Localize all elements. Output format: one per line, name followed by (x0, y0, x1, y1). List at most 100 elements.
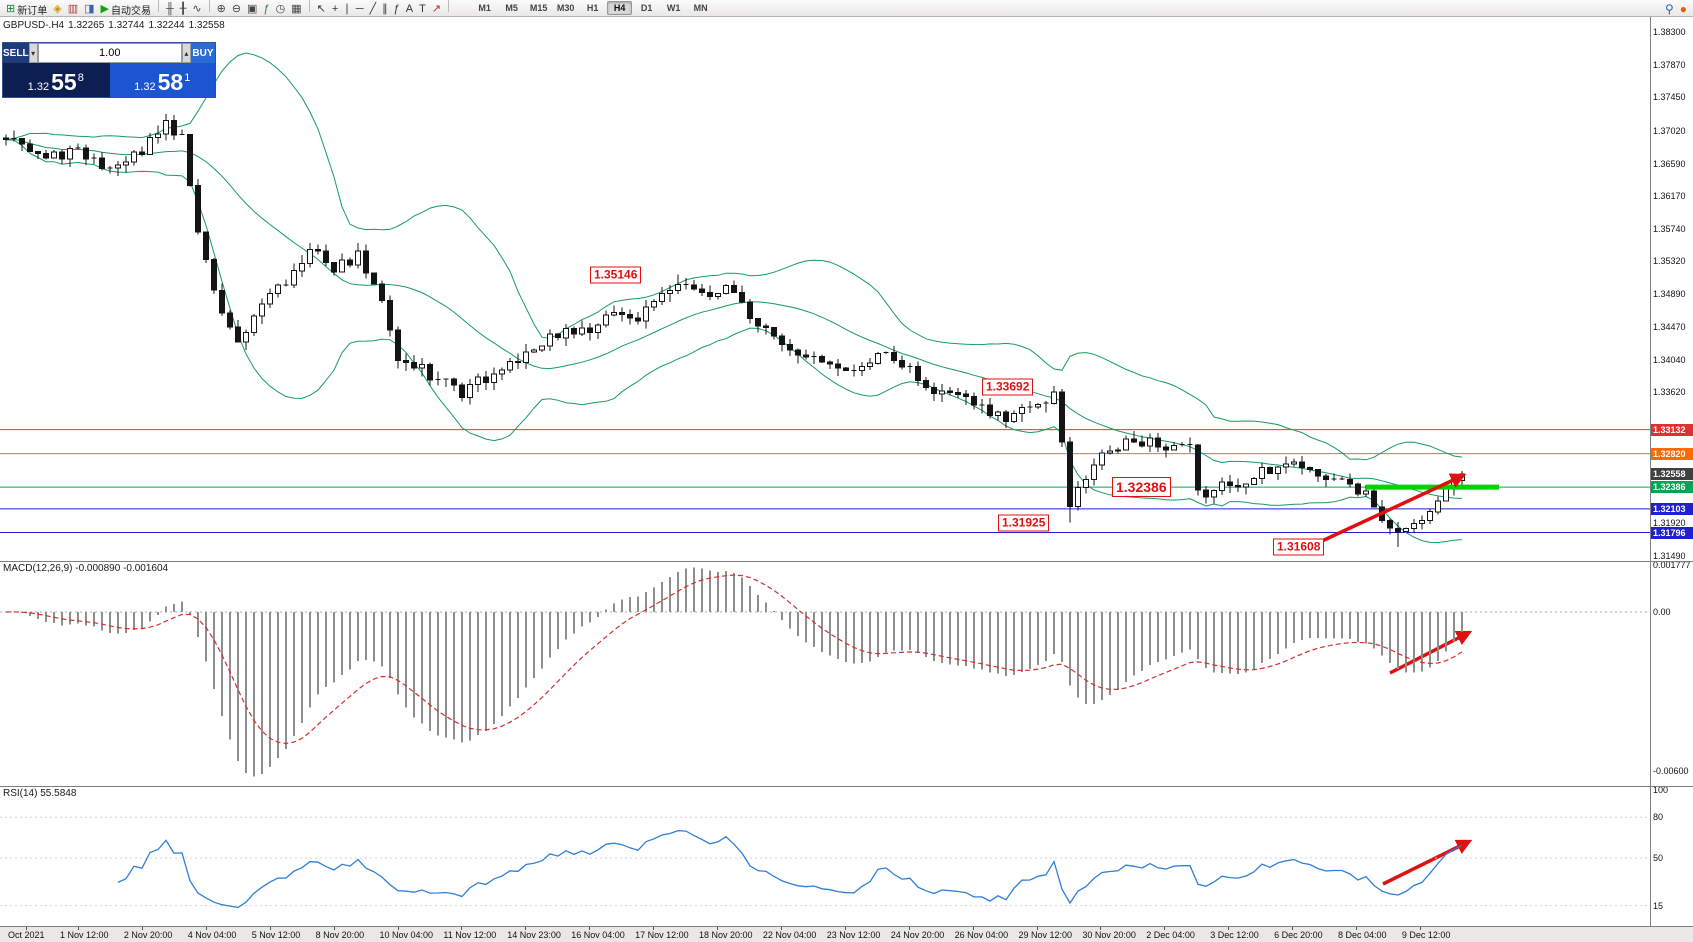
templates-icon[interactable]: ▦ (288, 2, 304, 17)
timeframe-D1[interactable]: D1 (640, 3, 653, 13)
arrow-tools-icon[interactable]: ↗ (429, 2, 444, 17)
time-tick (1356, 927, 1357, 930)
autotrading-button[interactable]: ▶ 自动交易 (98, 2, 154, 17)
price-tick-label: 1.37020 (1653, 125, 1686, 136)
tile-windows-icon-glyph: ▣ (247, 2, 258, 15)
sell-price-button[interactable]: 1.32 55 8 (3, 63, 109, 97)
medal-icon-glyph: ◈ (53, 2, 62, 15)
timeframe-M30[interactable]: M30 (556, 3, 575, 13)
line-chart-icon[interactable]: ∿ (189, 2, 204, 17)
timeframe-M15[interactable]: M15 (529, 3, 548, 13)
trendline-icon[interactable]: ╱ (367, 2, 380, 17)
trend-arrow[interactable] (1389, 630, 1473, 675)
macd-label: MACD(12,26,9) -0.000890 -0.001604 (3, 563, 169, 574)
candlestick-chart-icon-glyph: ╂ (179, 2, 187, 15)
candles (3, 114, 1465, 547)
timeframe-M1[interactable]: M1 (478, 3, 491, 13)
time-tick-label: 8 Nov 20:00 (315, 930, 365, 940)
market-watch-icon[interactable]: ▥ (65, 2, 81, 17)
panel-separator (1651, 786, 1693, 787)
signals-icon-glyph: ◨ (84, 2, 95, 15)
bar-chart-icon-glyph: ╫ (165, 2, 174, 15)
zoom-out-icon[interactable]: ⊖ (229, 2, 244, 17)
label-icon[interactable]: T (416, 2, 429, 17)
timeframe-W1[interactable]: W1 (666, 3, 681, 13)
time-tick-label: 23 Nov 12:00 (826, 930, 881, 940)
signals-icon[interactable]: ◨ (81, 2, 97, 17)
macd-indicator-panel[interactable] (0, 561, 1650, 786)
search-icon[interactable]: ⚲ (1664, 1, 1674, 16)
medal-icon[interactable]: ◈ (50, 2, 64, 17)
price-tick-label: 1.31490 (1653, 551, 1686, 561)
time-tick (525, 927, 527, 930)
buy-price-button[interactable]: 1.32 58 1 (109, 63, 215, 97)
toolbar-separator (308, 0, 310, 12)
timeframe-H4[interactable]: H4 (607, 1, 633, 15)
price-tag: 1.32820 (1651, 447, 1693, 460)
vertical-line-icon[interactable]: ∣ (341, 2, 353, 17)
community-icon[interactable]: ● (1679, 1, 1687, 16)
bollinger-band (5, 139, 1463, 544)
bar-chart-icon[interactable]: ╫ (163, 2, 177, 17)
rsi-indicator-panel[interactable] (0, 786, 1650, 926)
fibonacci-icon[interactable]: ƒ (391, 2, 403, 17)
price-tick-label: 1.35740 (1653, 224, 1686, 234)
cursor-icon[interactable]: ↖ (314, 2, 329, 17)
price-tick-label: 1.31920 (1653, 517, 1686, 528)
symbol-ohlc-info: GBPUSD-.H4 1.32265 1.32744 1.32244 1.32558 (3, 20, 229, 31)
tile-windows-icon[interactable]: ▣ (244, 2, 260, 17)
time-tick-label: 22 Nov 04:00 (762, 930, 817, 940)
zoom-in-icon[interactable]: ⊕ (214, 2, 229, 17)
rsi-tick-label: 50 (1653, 853, 1664, 863)
time-tick (972, 927, 974, 930)
main-price-chart[interactable] (0, 17, 1650, 561)
clock-icon[interactable]: ◷ (273, 2, 289, 17)
text-icon[interactable]: A (403, 2, 416, 17)
new-order-button[interactable]: ⊞ 新订单 (3, 2, 50, 17)
buy-button[interactable]: BUY (190, 43, 215, 63)
timeframe-M5[interactable]: M5 (505, 3, 518, 13)
time-tick (1419, 927, 1421, 930)
time-tick (26, 927, 27, 930)
channel-icon[interactable]: ∥ (379, 2, 391, 17)
sell-price-big: 55 (51, 69, 77, 95)
price-scale[interactable]: 1.38300 1.37870 1.37450 1.37020 1.36590 1.361… (1650, 17, 1693, 926)
candlestick-chart-icon[interactable]: ╂ (177, 2, 190, 17)
indicators-icon-glyph: ƒ (263, 2, 270, 15)
volume-decrease-button[interactable]: ▾ (28, 43, 38, 63)
timeframe-MN[interactable]: MN (693, 3, 708, 13)
time-tick (78, 927, 79, 930)
price-tick-label: 1.34470 (1653, 321, 1686, 332)
zoom-in-icon-glyph: ⊕ (216, 2, 226, 15)
rsi-line (117, 829, 1463, 909)
crosshair-icon[interactable]: + (329, 2, 341, 17)
zoom-out-icon-glyph: ⊖ (231, 2, 242, 15)
crosshair-icon-glyph: + (331, 2, 339, 15)
bollinger-band (5, 52, 1463, 461)
trend-arrow[interactable] (1308, 473, 1467, 549)
price-tag: 1.32558 (1651, 467, 1693, 480)
price-tag: 1.32103 (1651, 502, 1693, 515)
toolbar: ⊞ 新订单 ◈ ▥ ◨ ▶ 自动交易 ╫ ╂ ∿ ⊕ ⊖ ▣ ƒ ◷ ▦ ↖ + ∣ ─ ╱ ∥ ƒ A T ↗ M1 M5 M15 M… (0, 0, 1693, 17)
templates-icon-glyph: ▦ (291, 2, 302, 15)
buy-price-pip: 1 (184, 72, 191, 84)
time-tick-label: 3 Dec 12:00 (1210, 930, 1259, 940)
volume-increase-button[interactable]: ▴ (181, 43, 191, 63)
time-axis[interactable]: Oct 2021 1 Nov 12:00 2 Nov 20:00 4 Nov 04:0… (0, 926, 1693, 942)
timeframe-H1[interactable]: H1 (586, 3, 599, 13)
autotrading-glyph: ▶ (100, 2, 109, 15)
indicators-icon[interactable]: ƒ (260, 2, 272, 17)
horizontal-line-icon[interactable]: ─ (353, 2, 367, 17)
time-tick-label: 11 Nov 12:00 (443, 930, 497, 940)
price-tick-label: 1.34890 (1653, 289, 1686, 300)
time-tick (333, 927, 335, 930)
arrow-tools-icon-glyph: ↗ (431, 2, 442, 15)
bar-close: 1.32558 (188, 20, 225, 31)
sell-button[interactable]: SELL (3, 43, 29, 63)
price-tick-label: 1.38300 (1653, 27, 1686, 37)
time-tick (1100, 927, 1102, 930)
macd-tick-label: 0.001777 (1653, 560, 1691, 570)
volume-input[interactable] (37, 43, 182, 63)
bar-high: 1.32744 (108, 20, 145, 31)
bar-low: 1.32244 (148, 20, 185, 31)
